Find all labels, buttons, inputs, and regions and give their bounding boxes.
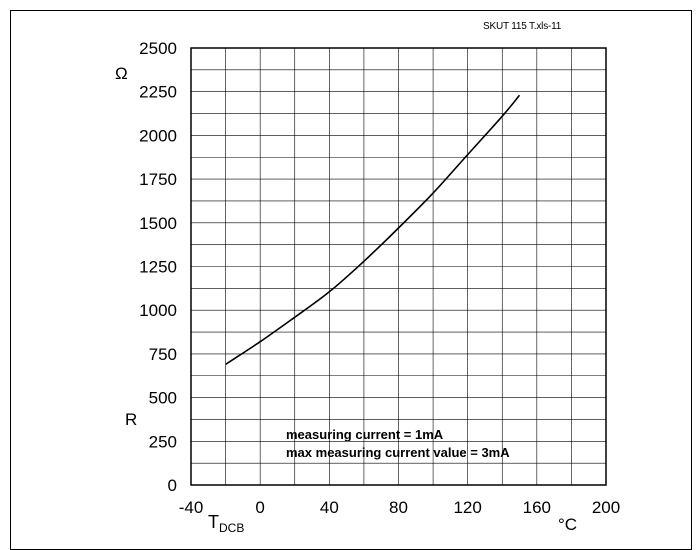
plot-area (190, 47, 607, 486)
x-tick-label: 80 (389, 498, 408, 517)
y-tick-label: 1500 (139, 214, 177, 233)
y-tick-label: 1250 (139, 258, 177, 277)
x-tick-label: -40 (179, 498, 204, 517)
y-tick-label: 250 (149, 432, 177, 451)
y-tick-labels: 0 250 500 750 1000 1250 1500 1750 2000 2250 2500 (139, 39, 177, 495)
x-tick-label: 200 (592, 498, 620, 517)
y-axis-label: R (125, 410, 137, 429)
figure-reference: SKUT 115 T.xls-11 (483, 21, 562, 32)
x-tick-label: 120 (453, 498, 481, 517)
y-tick-label: 500 (149, 389, 177, 408)
note-line-2: max measuring current value = 3mA (286, 445, 510, 460)
y-tick-label: 2500 (139, 39, 177, 58)
y-tick-label: 2000 (139, 126, 177, 145)
y-unit-label: Ω (115, 64, 128, 83)
x-tick-label: 0 (255, 498, 264, 517)
x-unit-label: °C (558, 515, 577, 532)
y-tick-label: 0 (168, 476, 177, 495)
grid (191, 48, 606, 485)
y-tick-label: 1750 (139, 170, 177, 189)
resistance-curve (225, 94, 521, 366)
y-tick-label: 750 (149, 345, 177, 364)
y-tick-label: 2250 (139, 83, 177, 102)
y-tick-label: 1000 (139, 301, 177, 320)
x-axis-label: TDCB (208, 512, 244, 532)
x-tick-label: 40 (320, 498, 339, 517)
x-tick-labels: -40 0 40 80 120 160 200 (179, 498, 620, 517)
x-tick-label: 160 (523, 498, 551, 517)
note-line-1: measuring current = 1mA (286, 427, 444, 442)
